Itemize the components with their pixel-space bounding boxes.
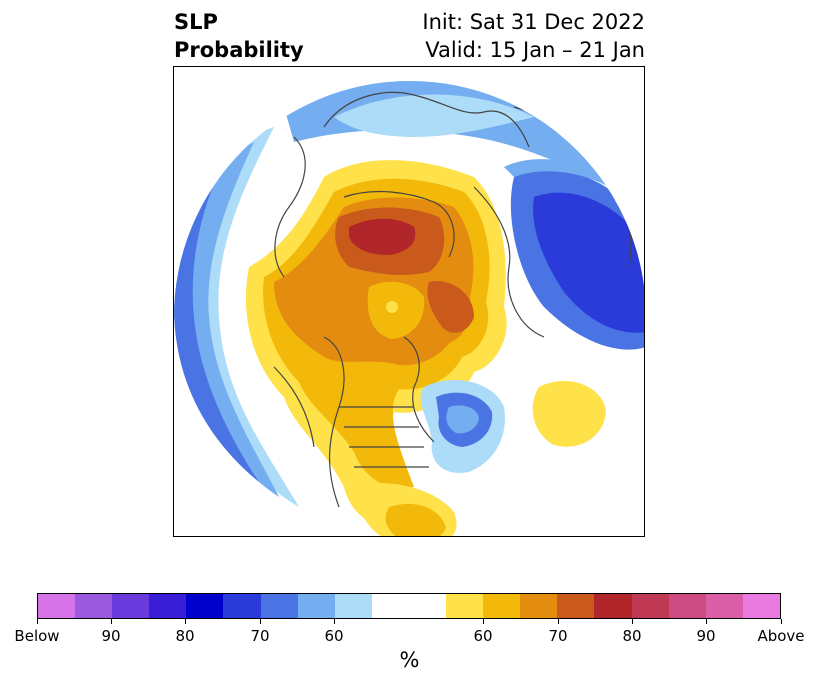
below-60-atlantic-inner — [446, 405, 479, 434]
colorbar-tick — [37, 619, 38, 624]
above-65-south — [385, 503, 446, 536]
colorbar-tick — [111, 619, 112, 624]
colorbar-segment — [149, 594, 187, 618]
colorbar-segment — [186, 594, 224, 618]
colorbar-segment — [38, 594, 76, 618]
colorbar-segment — [742, 594, 780, 618]
colorbar-segment — [408, 594, 447, 618]
colorbar-segment — [297, 594, 335, 618]
colorbar-tick-label: 60 — [324, 627, 344, 645]
colorbar-segment — [112, 594, 150, 618]
colorbar-tick — [185, 619, 186, 624]
colorbar-tick-label: 80 — [622, 627, 642, 645]
colorbar-tick-label: Above — [757, 627, 805, 645]
colorbar-tick — [558, 619, 559, 624]
colorbar-tick — [260, 619, 261, 624]
above-75-region-east — [427, 281, 474, 333]
colorbar-tick — [781, 619, 782, 624]
colorbar-segment — [668, 594, 706, 618]
colorbar-tick — [334, 619, 335, 624]
colorbar-tick — [706, 619, 707, 624]
colorbar-segment — [260, 594, 298, 618]
colorbar-segment — [594, 594, 632, 618]
colorbar-tick — [632, 619, 633, 624]
below-90-region-east — [533, 192, 644, 333]
valid-range: Valid: 15 Jan – 21 Jan — [425, 38, 645, 62]
colorbar-segment — [631, 594, 669, 618]
colorbar — [37, 593, 781, 619]
map-dates: Init: Sat 31 Dec 2022 Valid: 15 Jan – 21… — [422, 8, 645, 64]
colorbar-tick-label: 90 — [101, 627, 121, 645]
colorbar-segment — [446, 594, 484, 618]
below-region-north-inner — [334, 94, 534, 137]
colorbar-segment — [223, 594, 261, 618]
colorbar-segment — [334, 594, 372, 618]
colorbar-tick — [483, 619, 484, 624]
above-80-region — [349, 218, 416, 255]
colorbar-segment — [371, 594, 409, 618]
colorbar-segment — [483, 594, 521, 618]
probability-map — [174, 81, 644, 536]
map-title: SLP Probability — [174, 8, 304, 64]
colorbar-ticks: Below 90 80 70 60 60 70 80 90 Above — [14, 619, 805, 645]
map-panel — [173, 66, 645, 537]
colorbar-tick-label: 70 — [548, 627, 568, 645]
colorbar-unit-label: % — [399, 648, 420, 672]
above-region-east-blob — [532, 381, 606, 447]
colorbar-segment — [705, 594, 743, 618]
colorbar-segment — [520, 594, 558, 618]
below-80-region-west — [174, 172, 259, 482]
colorbar-tick-label: Below — [14, 627, 60, 645]
title-metric: Probability — [174, 38, 304, 62]
title-variable: SLP — [174, 10, 218, 34]
colorbar-tick-label: 60 — [473, 627, 493, 645]
colorbar-tick-label: 90 — [696, 627, 716, 645]
init-date: Init: Sat 31 Dec 2022 — [422, 10, 645, 34]
colorbar-tick-label: 80 — [175, 627, 195, 645]
colorbar-segment — [557, 594, 595, 618]
colorbar-tick-label: 70 — [250, 627, 270, 645]
colorbar-segment — [75, 594, 113, 618]
